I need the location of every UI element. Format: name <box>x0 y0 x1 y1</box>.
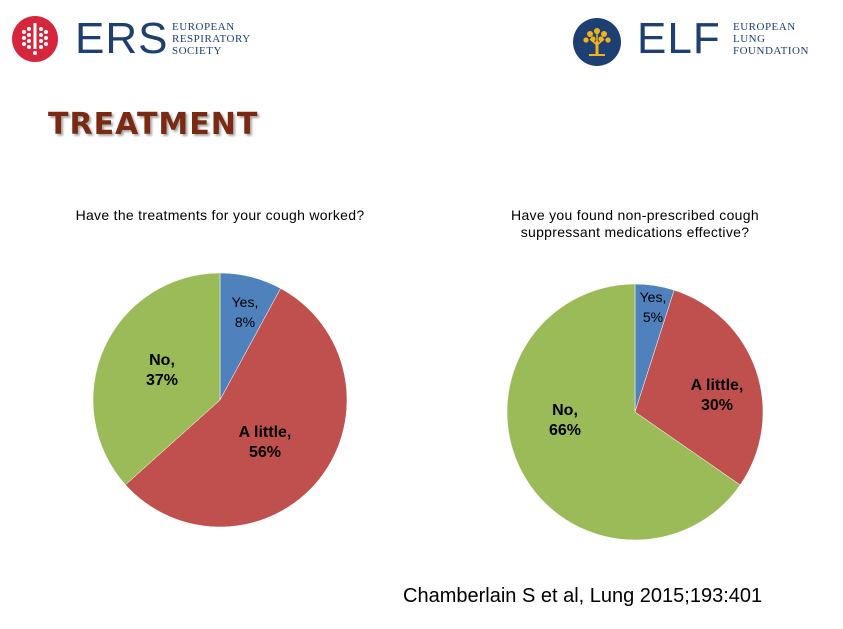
elf-tree-icon <box>573 18 621 66</box>
ers-subtitle-line: EUROPEAN <box>172 21 235 33</box>
slice-label: A little, <box>239 424 292 441</box>
pie-slice <box>92 272 221 486</box>
slice-value-label: 30% <box>701 397 733 414</box>
slice-value-label: 8% <box>235 314 255 330</box>
elf-logo-word: ELF <box>637 14 721 63</box>
pie-slice <box>634 289 764 486</box>
elf-subtitle-line: FOUNDATION <box>733 45 809 57</box>
pie-slice <box>506 283 741 541</box>
ers-logo <box>10 14 260 66</box>
ers-logo-word: ERS <box>75 14 169 63</box>
pie-chart-1: Yes, 8% A little, 56% No, 37% <box>92 272 348 528</box>
slice-label: No, <box>149 352 175 369</box>
elf-subtitle-line: EUROPEAN <box>733 21 796 33</box>
elf-logo-subtitle: EUROPEAN LUNG FOUNDATION <box>733 21 809 57</box>
elf-subtitle-line: LUNG <box>733 33 766 45</box>
slice-value-label: 37% <box>146 372 178 389</box>
elf-logo <box>572 17 624 69</box>
slide-title: TREATMENT <box>48 107 259 142</box>
slice-label: No, <box>552 402 578 419</box>
chart-1-title: Have the treatments for your cough worke… <box>75 207 365 223</box>
slice-value-label: 5% <box>643 309 663 325</box>
citation: Chamberlain S et al, Lung 2015;193:401 <box>403 585 763 607</box>
slice-label: Yes, <box>232 294 259 310</box>
slice-value-label: 66% <box>549 422 581 439</box>
slice-value-label: 56% <box>249 444 281 461</box>
ers-subtitle-line: RESPIRATORY <box>172 33 251 45</box>
slice-label: A little, <box>691 377 744 394</box>
ers-logo-icon <box>12 16 58 62</box>
slice-label: Yes, <box>640 289 667 305</box>
chart-2-title: Have you found non-prescribed cough supp… <box>511 207 759 240</box>
pie-slice <box>125 288 348 528</box>
pie-chart-2: Yes, 5% A little, 30% No, 66% <box>506 283 764 541</box>
ers-logo-subtitle: EUROPEAN RESPIRATORY SOCIETY <box>172 21 251 57</box>
ers-subtitle-line: SOCIETY <box>172 45 222 57</box>
